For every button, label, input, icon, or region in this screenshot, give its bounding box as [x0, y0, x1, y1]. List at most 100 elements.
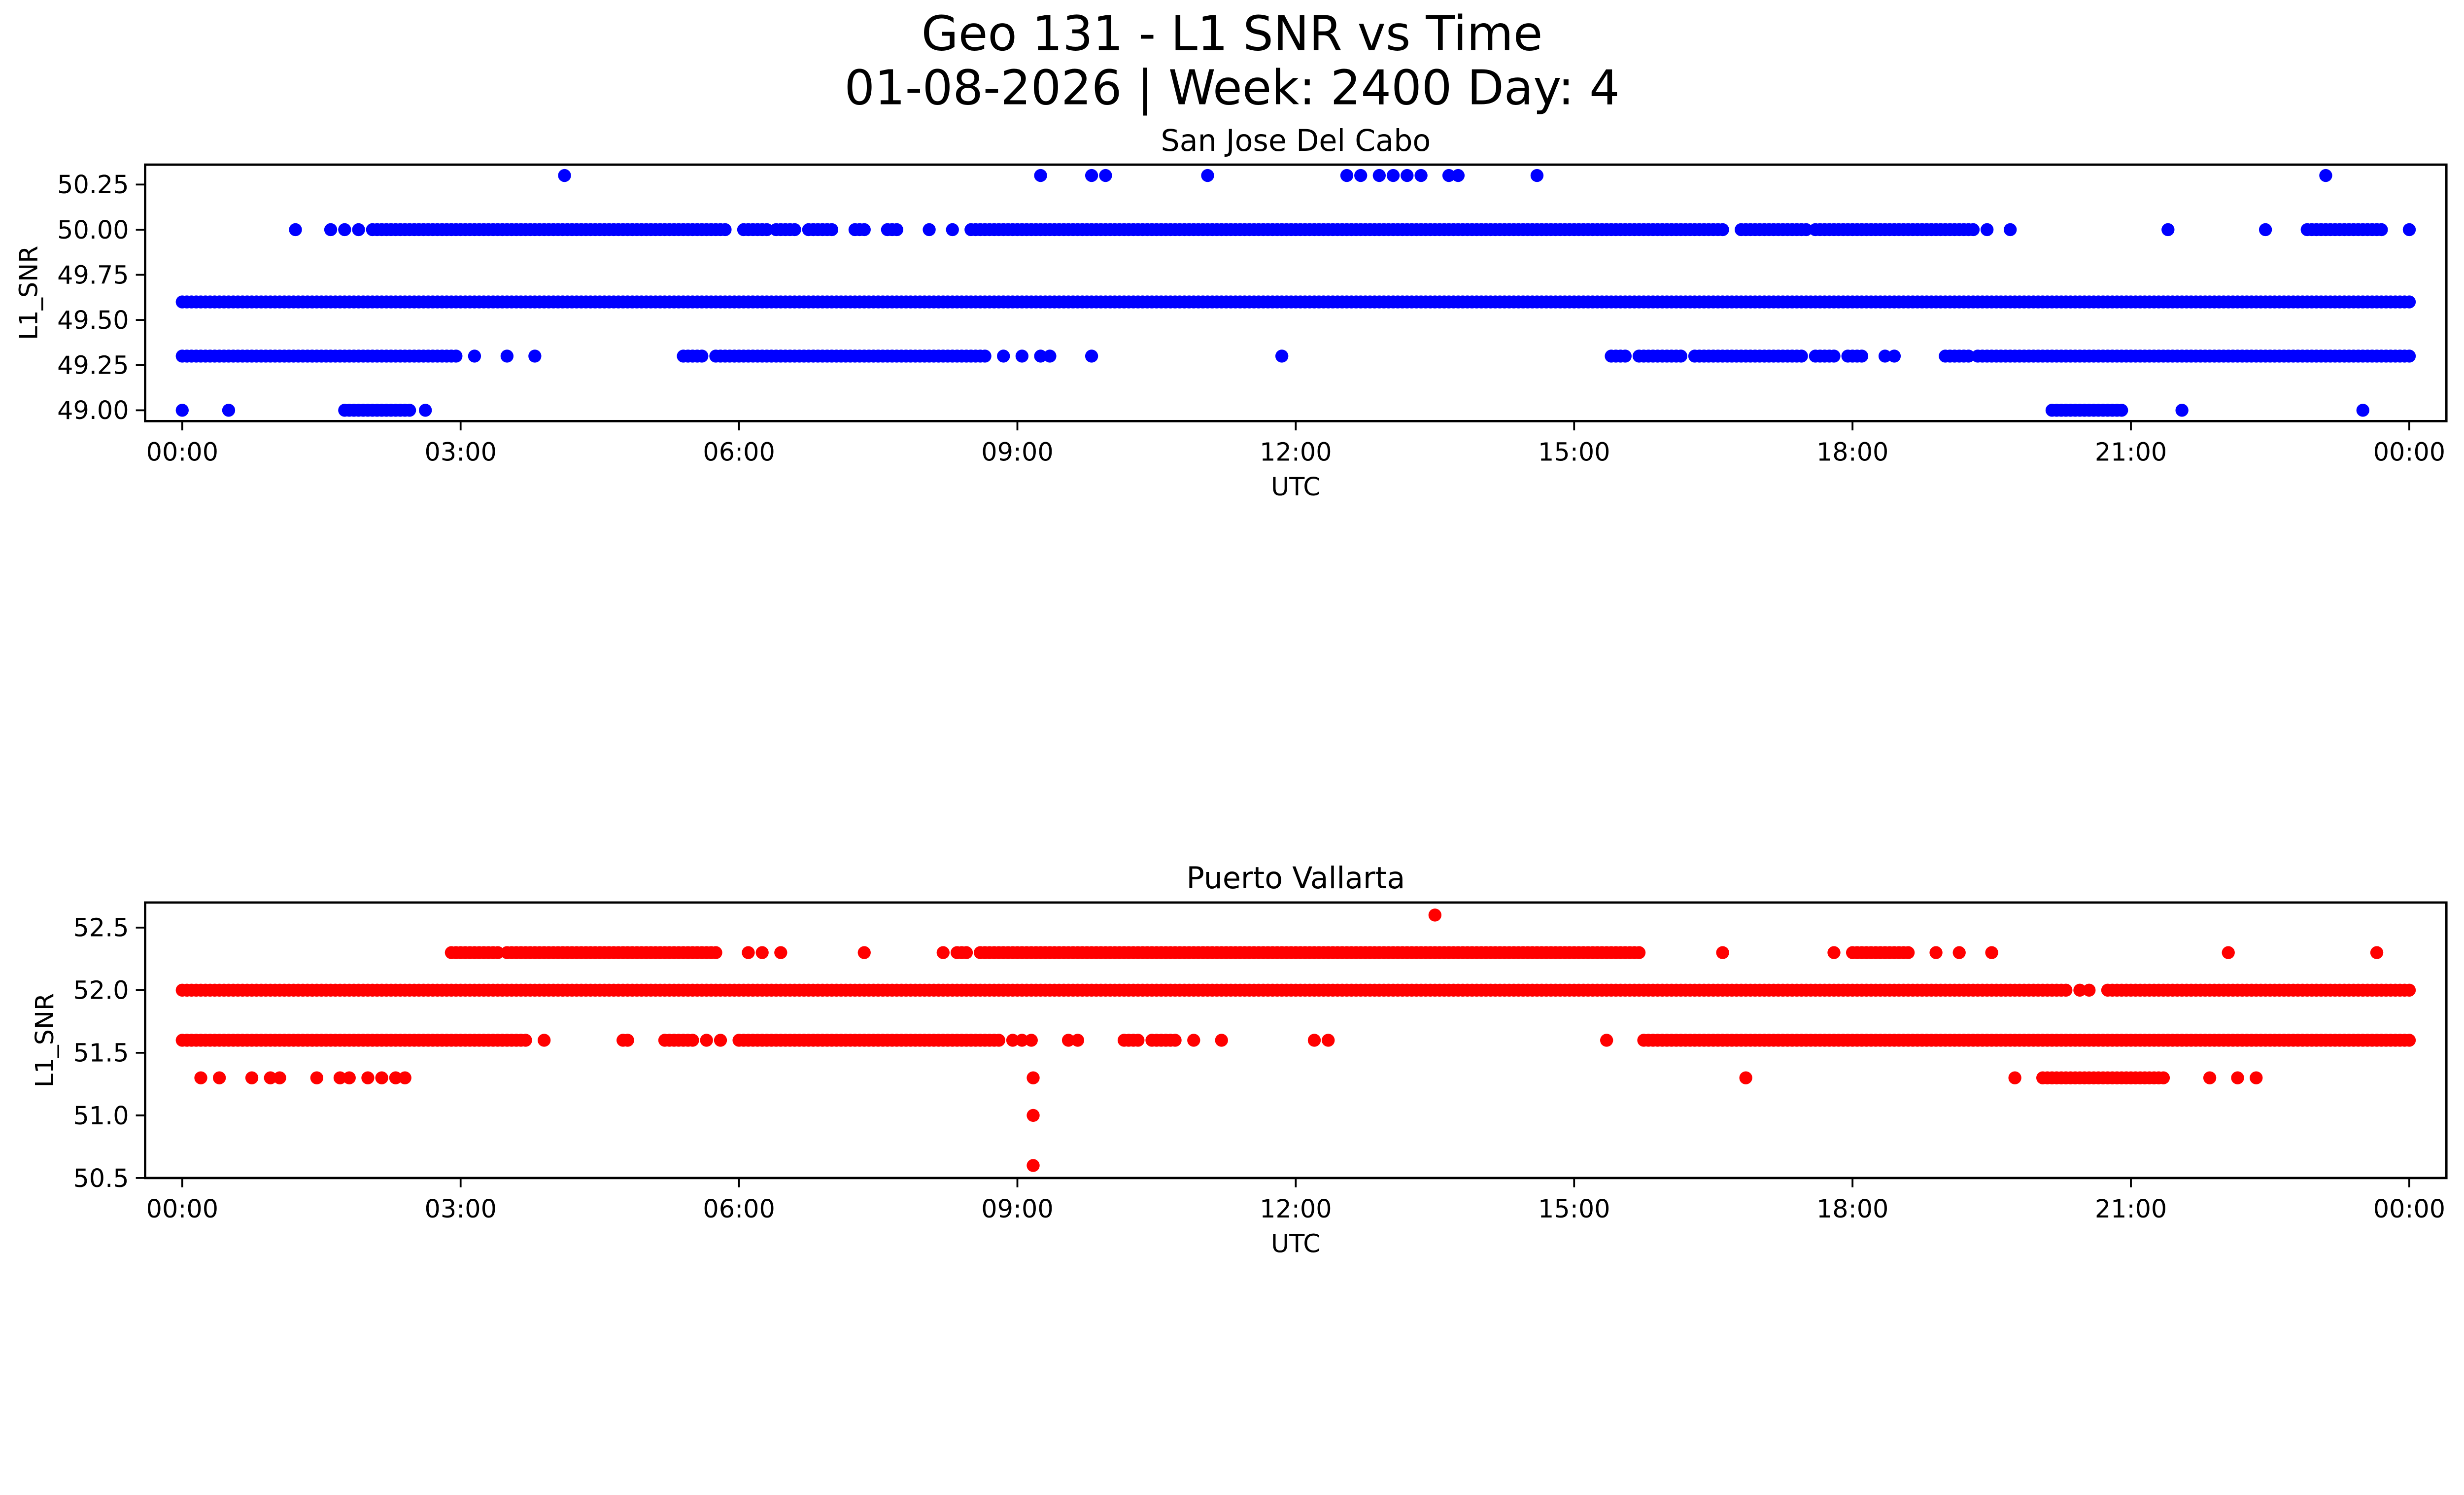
data-point: [245, 1071, 259, 1084]
data-point: [1201, 169, 1214, 182]
data-point: [289, 223, 302, 237]
figure-title-line2: 01-08-2026 | Week: 2400 Day: 4: [844, 60, 1619, 116]
data-point: [2059, 983, 2073, 997]
data-point: [992, 1034, 1005, 1047]
data-point: [1071, 1034, 1085, 1047]
y-tick-label: 49.25: [57, 351, 129, 380]
x-tick-label: 06:00: [703, 1194, 775, 1223]
data-point: [1372, 169, 1386, 182]
data-point: [774, 946, 787, 959]
data-point: [2175, 404, 2189, 417]
data-point: [2402, 983, 2416, 997]
data-point: [398, 1071, 411, 1084]
subplot-title: San Jose Del Cabo: [1161, 124, 1431, 158]
data-point: [719, 223, 732, 237]
data-point: [1442, 169, 1456, 182]
x-axis-ticks: 00:00 03:00 06:00 09:00 12:00 15:00 18:00 21:00…: [146, 1178, 2445, 1223]
data-point: [468, 349, 481, 363]
data-point: [1006, 1034, 1020, 1047]
data-point: [2319, 169, 2332, 182]
data-point: [2402, 295, 2416, 309]
data-point: [1025, 1034, 1038, 1047]
data-point: [1043, 349, 1057, 363]
y-tick-label: 50.00: [57, 215, 129, 244]
data-point: [1981, 223, 1994, 237]
data-point: [709, 946, 722, 959]
data-point: [491, 946, 505, 959]
data-point: [1739, 1071, 1752, 1084]
data-point: [890, 223, 903, 237]
y-tick-label: 50.25: [57, 170, 129, 199]
data-point: [1632, 946, 1646, 959]
x-tick-label: 21:00: [2095, 1194, 2167, 1223]
data-point: [857, 223, 871, 237]
data-point: [1131, 1034, 1145, 1047]
data-point: [936, 946, 950, 959]
x-tick-label: 15:00: [1538, 437, 1610, 466]
data-point: [1168, 1034, 1182, 1047]
data-point: [1878, 349, 1892, 363]
data-point: [2004, 223, 2017, 237]
scatter-points: [175, 908, 2416, 1172]
data-point: [375, 1071, 388, 1084]
data-point: [2008, 1071, 2021, 1084]
data-point: [333, 1071, 347, 1084]
y-tick-label: 49.75: [57, 260, 129, 289]
data-point: [449, 349, 463, 363]
data-point: [2156, 1071, 2170, 1084]
data-point: [1674, 349, 1687, 363]
subplot-title: Puerto Vallarta: [1186, 861, 1405, 896]
data-point: [997, 349, 1010, 363]
data-point: [1827, 946, 1841, 959]
data-point: [2370, 946, 2384, 959]
data-point: [2073, 983, 2087, 997]
data-point: [742, 946, 755, 959]
y-axis-ticks: 50.5 51.0 51.5 52.0 52.5: [73, 913, 145, 1193]
y-tick-label: 49.50: [57, 306, 129, 335]
data-point: [1061, 1034, 1075, 1047]
data-point: [1716, 223, 1729, 237]
data-point: [923, 223, 936, 237]
data-point: [1966, 223, 1980, 237]
x-axis-ticks: 00:00 03:00 06:00 09:00 12:00 15:00 18:00 21:00…: [146, 421, 2445, 466]
data-point: [1027, 1159, 1040, 1172]
data-point: [2375, 223, 2388, 237]
data-point: [194, 1071, 207, 1084]
data-point: [1600, 1034, 1613, 1047]
data-point: [686, 1034, 699, 1047]
data-point: [1827, 349, 1841, 363]
x-tick-label: 09:00: [981, 1194, 1053, 1223]
y-axis-label: L1_SNR: [30, 993, 59, 1088]
data-point: [1929, 946, 1943, 959]
data-point: [621, 1034, 634, 1047]
data-point: [1027, 1109, 1040, 1122]
data-point: [695, 349, 709, 363]
data-point: [537, 1034, 551, 1047]
figure-title-line1: Geo 131 - L1 SNR vs Time: [922, 6, 1543, 62]
x-tick-label: 00:00: [146, 437, 218, 466]
data-point: [978, 349, 992, 363]
data-point: [352, 223, 365, 237]
data-point: [222, 404, 236, 417]
data-point: [1015, 1034, 1029, 1047]
data-point: [2250, 1071, 2263, 1084]
data-point: [519, 1034, 532, 1047]
data-point: [1354, 169, 1368, 182]
y-tick-label: 51.0: [73, 1101, 129, 1130]
data-point: [2402, 223, 2416, 237]
scatter-points: [175, 169, 2416, 417]
data-point: [959, 946, 973, 959]
x-tick-label: 12:00: [1260, 437, 1332, 466]
data-point: [857, 946, 871, 959]
data-point: [1530, 169, 1544, 182]
data-point: [1215, 1034, 1228, 1047]
data-point: [310, 1071, 324, 1084]
x-axis-label: UTC: [1271, 1229, 1321, 1258]
y-tick-label: 52.0: [73, 976, 129, 1005]
data-point: [2083, 983, 2096, 997]
data-point: [825, 223, 839, 237]
data-point: [342, 1071, 356, 1084]
data-point: [2402, 1034, 2416, 1047]
x-tick-label: 18:00: [1816, 1194, 1888, 1223]
